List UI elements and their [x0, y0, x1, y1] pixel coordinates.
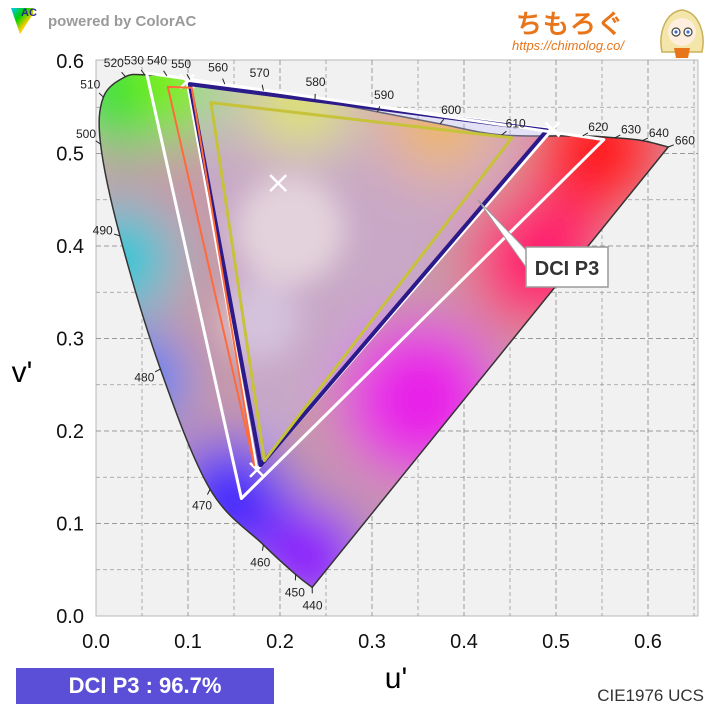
white-point-marker: [269, 174, 288, 192]
wavelength-tick: [261, 544, 264, 551]
y-tick-label: 0.5: [56, 144, 84, 166]
wavelength-label: 570: [250, 66, 270, 80]
wavelength-tick: [501, 130, 507, 136]
x-tick-label: 0.6: [634, 631, 662, 653]
wavelength-tick: [154, 368, 161, 373]
wavelength-label: 450: [285, 585, 305, 599]
powered-by-text: powered by ColorAC: [48, 12, 197, 30]
x-tick-label: 0.2: [266, 631, 294, 653]
y-tick-label: 0.6: [56, 51, 84, 73]
wavelength-tick: [121, 71, 126, 78]
wavelength-tick: [140, 69, 146, 76]
y-tick-labels: 0.0 0.1 0.2 0.3 0.4 0.5 0.6: [56, 51, 84, 628]
y-tick-label: 0.2: [56, 421, 84, 443]
wavelength-tick: [186, 74, 191, 80]
wavelength-label: 540: [147, 54, 167, 68]
logo-text: AC: [21, 7, 37, 19]
gamut-triangle: [166, 85, 256, 467]
wavelength-label: 530: [124, 54, 144, 68]
wavelength-tick: [206, 489, 211, 495]
wavelength-label: 520: [104, 56, 124, 70]
callout-box: [525, 246, 609, 288]
site-title: ちもろぐ: [516, 10, 625, 40]
wavelength-tick: [668, 144, 674, 148]
wavelength-tick: [642, 137, 649, 142]
gamut-triangle: [145, 71, 606, 500]
x-tick-label: 0.4: [450, 631, 478, 653]
colorac-logo-mark: AC: [11, 7, 37, 34]
wavelength-tick: [614, 134, 621, 139]
x-tick-label: 0.5: [542, 631, 570, 653]
wavelength-label: 440: [302, 598, 322, 612]
wavelength-label: 630: [621, 123, 641, 137]
wavelength-tick: [114, 233, 121, 237]
mascot-icon: [660, 9, 704, 58]
wavelength-label: 640: [649, 126, 669, 140]
wavelength-label: 620: [588, 120, 608, 134]
wavelength-tick: [222, 78, 226, 85]
gamut-triangles: [145, 71, 606, 500]
gamut-triangle: [209, 101, 514, 463]
x-tick-label: 0.3: [358, 631, 386, 653]
wavelength-label: 460: [250, 556, 270, 570]
colorac-logo: AC: [8, 6, 42, 36]
site-url[interactable]: https://chimolog.co/: [512, 38, 624, 53]
y-tick-label: 0.4: [56, 236, 84, 258]
wavelength-label: 600: [441, 103, 461, 117]
wavelength-label: 480: [134, 370, 154, 384]
white-point-cross: [269, 174, 288, 192]
wavelength-label: 560: [208, 60, 228, 74]
wavelength-label: 510: [80, 78, 100, 92]
wavelength-tick: [163, 70, 168, 77]
wavelength-label: 660: [675, 133, 695, 147]
wavelength-label: 500: [76, 127, 96, 141]
wavelength-tick: [261, 84, 264, 91]
wavelength-label: 580: [306, 75, 326, 89]
x-tick-label: 0.0: [82, 631, 110, 653]
y-tick-label: 0.0: [56, 606, 84, 628]
x-tick-labels: 0.0 0.1 0.2 0.3 0.4 0.5 0.6: [82, 631, 662, 653]
color-space-label: CIE1976 UCS: [597, 686, 704, 705]
wavelength-label: 610: [506, 117, 526, 131]
callout-label: DCI P3: [535, 258, 599, 280]
dci-p3-callout: DCI P3: [477, 199, 609, 288]
x-tick-label: 0.1: [174, 631, 202, 653]
wavelength-label: 550: [171, 57, 191, 71]
wavelength-tick: [582, 132, 589, 137]
site-branding[interactable]: ちもろぐ https://chimolog.co/: [500, 2, 710, 60]
wavelength-label: 470: [192, 498, 212, 512]
wavelength-tick: [95, 140, 101, 145]
y-tick-label: 0.1: [56, 514, 84, 536]
wavelength-label: 490: [93, 224, 113, 238]
gamut-fill: [189, 84, 547, 466]
wavelength-tick: [98, 92, 104, 98]
gamut-triangle: [187, 82, 549, 468]
x-axis-label: u': [385, 662, 407, 695]
wavelength-tick: [377, 106, 381, 113]
wavelength-tick: [439, 118, 445, 125]
coverage-badge: DCI P3 : 96.7%: [16, 668, 274, 704]
y-axis-label: v': [12, 356, 33, 389]
wavelength-label: 590: [374, 88, 394, 102]
y-tick-label: 0.3: [56, 329, 84, 351]
header-branding: AC powered by ColorAC: [8, 6, 196, 36]
